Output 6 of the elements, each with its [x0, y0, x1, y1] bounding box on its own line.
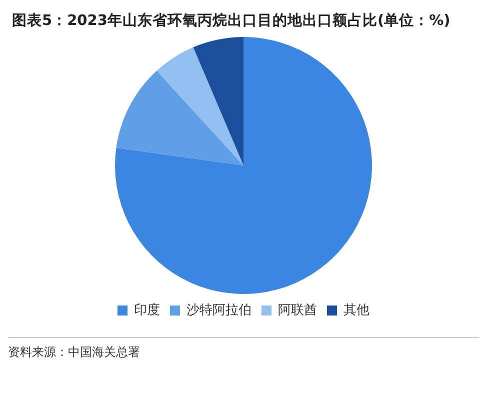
legend-label: 阿联酋: [278, 302, 317, 318]
legend-label: 沙特阿拉伯: [186, 302, 252, 318]
chart-title: 图表5：2023年山东省环氧丙烷出口目的地出口额占比(单位：%): [11, 12, 452, 31]
text: 资料来源：中国海关总署: [8, 344, 141, 361]
legend-label: 印度: [134, 302, 160, 318]
legend-label: 其他: [344, 302, 370, 318]
